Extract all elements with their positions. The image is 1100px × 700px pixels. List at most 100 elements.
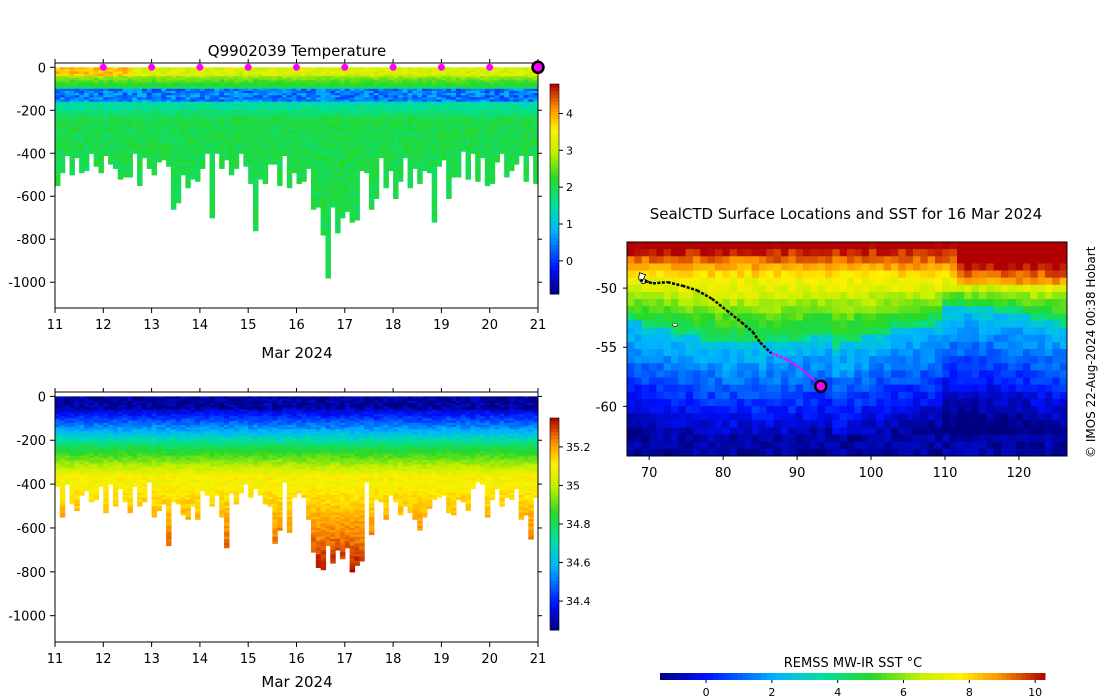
heatmap-cell [489,161,496,165]
heatmap-cell [383,181,389,184]
heatmap-cell [195,155,201,159]
heatmap-cell [185,179,191,182]
heatmap-cell [339,157,346,161]
heatmap-cell [373,161,380,165]
heatmap-cell [170,198,177,202]
heatmap-cell [190,146,196,150]
heatmap-cell [470,101,476,105]
heatmap-cell [354,183,360,187]
heatmap-cell [393,148,399,152]
heatmap-cell [55,166,61,169]
heatmap-cell [59,127,66,131]
heatmap-cell [484,99,491,103]
heatmap-cell [64,144,71,148]
heatmap-cell [484,86,491,90]
heatmap-cell [499,138,505,141]
heatmap-cell [272,148,278,152]
heatmap-cell [166,99,172,103]
heatmap-cell [108,67,114,71]
heatmap-cell [373,69,380,73]
heatmap-cell [407,161,414,165]
heatmap-cell [359,138,365,141]
heatmap-cell [127,108,133,111]
heatmap-cell [344,146,351,150]
heatmap-cell [112,78,119,81]
heatmap-cell [59,125,66,129]
heatmap-cell [127,90,133,94]
heatmap-cell [383,90,389,94]
heatmap-cell [272,118,278,122]
heatmap-cell [431,82,438,86]
heatmap-cell [499,90,505,94]
heatmap-cell [315,82,322,86]
heatmap-cell [55,170,61,174]
heatmap-cell [499,121,505,124]
heatmap-cell [397,136,404,139]
heatmap-cell [185,121,191,124]
heatmap-cell [59,103,66,107]
heatmap-cell [339,148,346,152]
heatmap-cell [335,179,341,182]
heatmap-cell [407,108,414,111]
heatmap-cell [335,202,341,206]
heatmap-cell [301,114,307,118]
heatmap-cell [224,129,230,133]
heatmap-cell [180,112,187,116]
heatmap-cell [407,129,414,133]
heatmap-cell [291,142,298,146]
heatmap-cell [354,189,360,193]
heatmap-cell [335,67,341,71]
heatmap-cell [219,161,225,165]
heatmap-cell [378,151,385,154]
heatmap-cell [470,103,476,107]
heatmap-cell [407,123,414,126]
heatmap-cell [272,105,278,109]
heatmap-cell [224,153,230,157]
heatmap-cell [422,105,428,109]
heatmap-cell [354,176,360,180]
heatmap-cell [170,161,177,165]
heatmap-cell [253,93,259,96]
heatmap-cell [137,108,143,111]
heatmap-cell [383,155,389,159]
heatmap-cell [146,127,153,131]
heatmap-cell [509,131,515,135]
heatmap-cell [330,127,336,131]
heatmap-cell [112,123,119,126]
heatmap-cell [137,153,143,157]
heatmap-cell [122,131,129,135]
heatmap-cell [335,155,341,159]
heatmap-cell [262,155,269,159]
heatmap-cell [349,84,356,88]
heatmap-cell [69,112,75,116]
heatmap-cell [93,153,100,157]
heatmap-cell [98,69,104,73]
heatmap-cell [407,168,414,172]
heatmap-cell [402,131,409,135]
heatmap-cell [146,93,153,96]
heatmap-cell [79,144,85,148]
heatmap-cell [339,116,346,120]
heatmap-cell [378,78,385,81]
heatmap-cell [69,97,75,101]
heatmap-cell [402,146,409,150]
heatmap-cell [426,97,433,101]
heatmap-cell [151,146,158,150]
heatmap-cell [151,129,158,133]
heatmap-cell [465,78,471,81]
heatmap-cell [286,112,293,116]
heatmap-cell [117,121,124,124]
heatmap-cell [79,71,85,75]
heatmap-cell [310,121,317,124]
heatmap-cell [383,108,389,111]
heatmap-cell [286,103,293,107]
heatmap-cell [412,80,418,83]
heatmap-cell [238,75,244,79]
heatmap-cell [175,161,182,165]
heatmap-cell [315,136,322,139]
heatmap-cell [446,71,452,75]
heatmap-cell [166,84,172,88]
heatmap-cell [233,151,240,154]
heatmap-cell [330,123,336,126]
heatmap-cell [175,138,182,141]
